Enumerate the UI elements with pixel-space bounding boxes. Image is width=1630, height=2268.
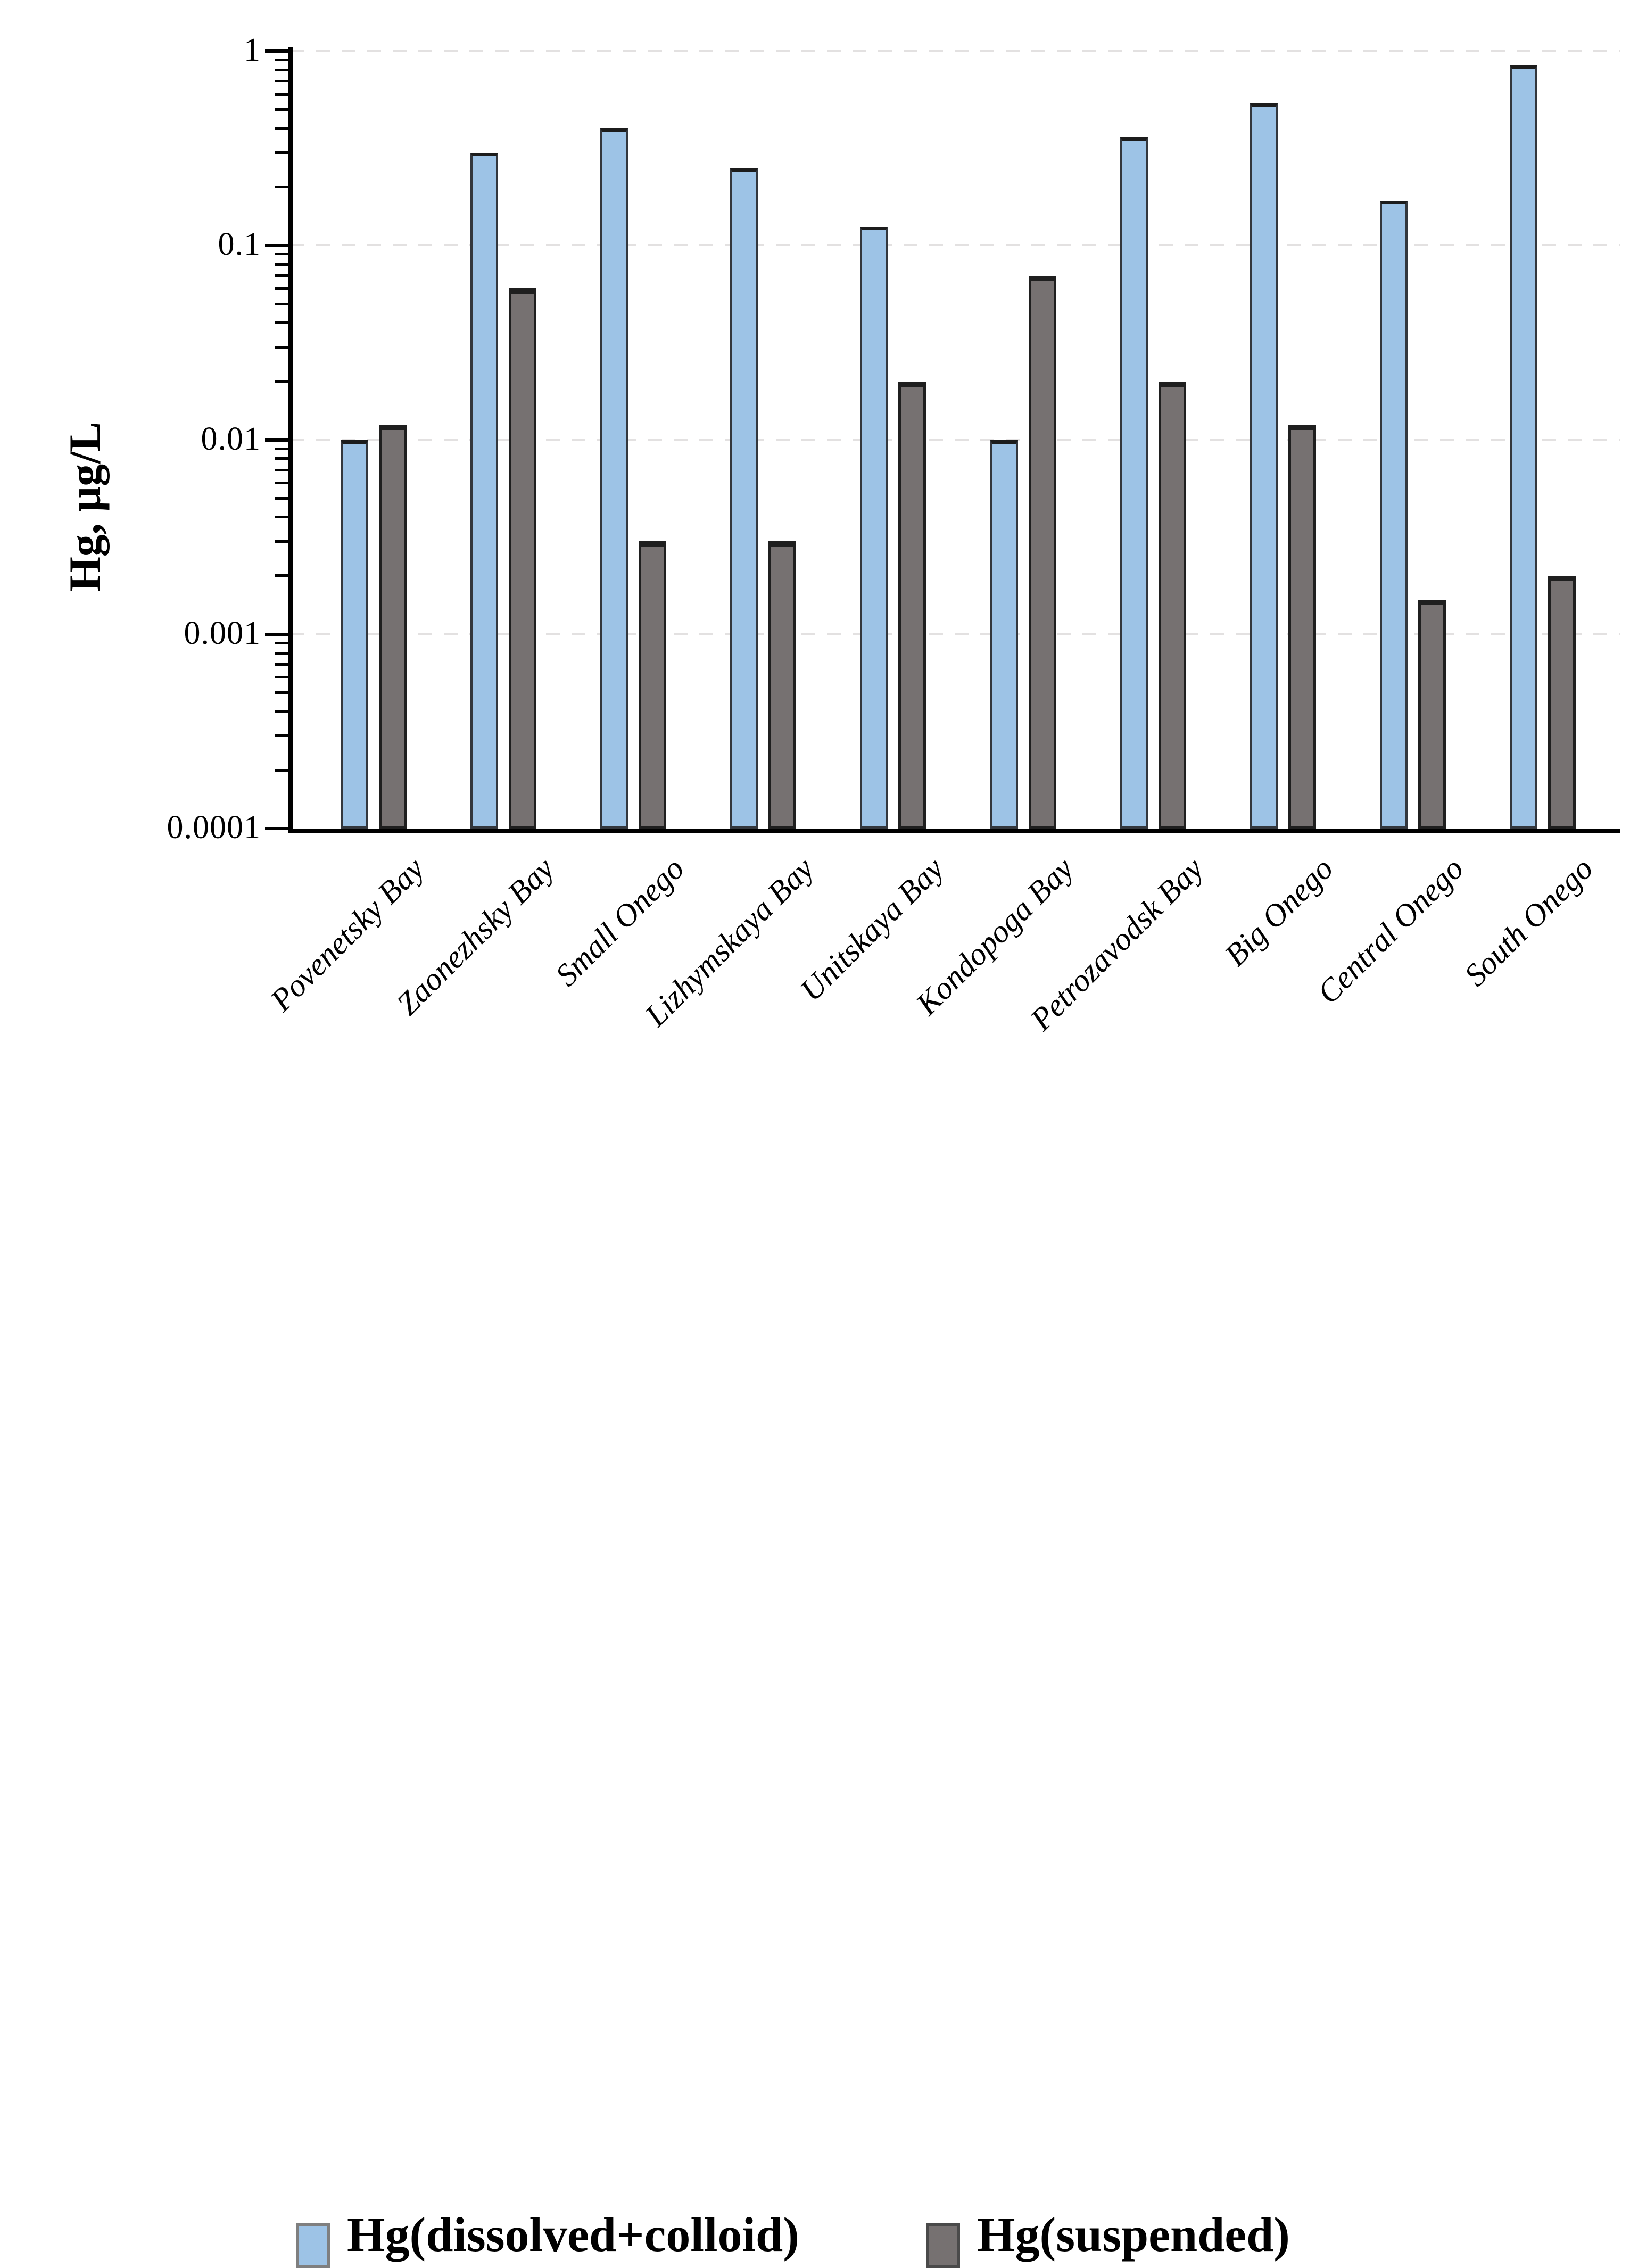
y-minor-tick xyxy=(275,108,291,111)
y-axis-line xyxy=(288,47,293,832)
y-tick-label: 0.1 xyxy=(218,226,261,263)
y-minor-tick xyxy=(275,345,291,349)
bar-hg-suspended-big-onego xyxy=(1288,424,1316,829)
x-axis-line xyxy=(288,829,1620,833)
x-category-label: Small Onego xyxy=(548,850,691,993)
bar-hg-suspended-small-onego xyxy=(639,541,667,829)
y-minor-tick xyxy=(275,663,291,666)
bar-hg-dissolved-colloid-south-onego xyxy=(1509,64,1537,829)
y-minor-tick xyxy=(275,540,291,543)
bar-hg-suspended-lizhymskaya-bay xyxy=(768,541,797,829)
y-gridline xyxy=(291,438,1620,441)
y-minor-tick xyxy=(275,263,291,266)
y-minor-tick xyxy=(275,457,291,460)
bar-hg-suspended-zaonezhsky-bay xyxy=(509,288,537,829)
y-tick-label: 1 xyxy=(244,32,261,69)
x-category-label: Big Onego xyxy=(1218,850,1341,973)
y-minor-tick xyxy=(275,185,291,188)
y-minor-tick xyxy=(275,287,291,290)
bar-hg-dissolved-colloid-povenetsky-bay xyxy=(341,440,368,829)
y-minor-tick xyxy=(275,768,291,772)
bar-hg-dissolved-colloid-big-onego xyxy=(1250,103,1278,829)
y-minor-tick xyxy=(275,676,291,679)
bar-hg-suspended-kondopoga-bay xyxy=(1028,275,1056,829)
y-gridline xyxy=(291,633,1620,635)
legend-swatch-hg-suspended xyxy=(926,2223,960,2268)
bar-hg-suspended-unitskaya-bay xyxy=(898,381,926,829)
bar-hg-dissolved-colloid-lizhymskaya-bay xyxy=(730,168,758,829)
bar-hg-dissolved-colloid-small-onego xyxy=(600,128,628,829)
y-minor-tick xyxy=(275,321,291,325)
y-minor-tick xyxy=(275,734,291,738)
y-minor-tick xyxy=(275,68,291,71)
y-minor-tick xyxy=(275,447,291,450)
y-major-tick xyxy=(265,632,291,636)
y-minor-tick xyxy=(275,302,291,305)
y-minor-tick xyxy=(275,468,291,471)
legend-label-hg-dissolved-colloid: Hg(dissolved+colloid) xyxy=(347,2207,799,2262)
y-minor-tick xyxy=(275,710,291,713)
y-tick-label: 0.0001 xyxy=(167,809,261,846)
y-minor-tick xyxy=(275,641,291,644)
bar-hg-suspended-central-onego xyxy=(1418,600,1446,829)
bar-hg-dissolved-colloid-kondopoga-bay xyxy=(990,440,1018,829)
y-minor-tick xyxy=(275,127,291,130)
bar-hg-dissolved-colloid-petrozavodsk-bay xyxy=(1120,137,1148,829)
y-gridline xyxy=(291,50,1620,52)
bar-hg-suspended-petrozavodsk-bay xyxy=(1158,381,1186,829)
bar-hg-suspended-povenetsky-bay xyxy=(379,424,407,829)
legend: Hg(dissolved+colloid) Hg(suspended) xyxy=(0,1096,1630,2268)
y-tick-label: 0.01 xyxy=(201,420,261,457)
bar-hg-suspended-south-onego xyxy=(1548,575,1576,829)
y-major-tick xyxy=(265,244,291,247)
y-major-tick xyxy=(265,827,291,830)
y-minor-tick xyxy=(275,482,291,485)
y-major-tick xyxy=(265,49,291,53)
y-minor-tick xyxy=(275,253,291,256)
bar-hg-dissolved-colloid-unitskaya-bay xyxy=(860,226,888,829)
bar-hg-dissolved-colloid-central-onego xyxy=(1379,201,1408,829)
y-minor-tick xyxy=(275,274,291,277)
x-category-label: South Onego xyxy=(1458,850,1600,993)
y-minor-tick xyxy=(275,574,291,577)
y-minor-tick xyxy=(275,516,291,519)
y-minor-tick xyxy=(275,651,291,655)
y-minor-tick xyxy=(275,691,291,694)
y-tick-label: 0.001 xyxy=(184,615,261,651)
y-minor-tick xyxy=(275,80,291,83)
y-gridline xyxy=(291,244,1620,247)
y-minor-tick xyxy=(275,151,291,154)
y-minor-tick xyxy=(275,93,291,96)
y-minor-tick xyxy=(275,496,291,500)
legend-label-hg-suspended: Hg(suspended) xyxy=(977,2207,1290,2262)
y-minor-tick xyxy=(275,380,291,383)
y-major-tick xyxy=(265,438,291,442)
legend-swatch-hg-dissolved-colloid xyxy=(296,2223,330,2268)
y-minor-tick xyxy=(275,59,291,62)
bar-hg-dissolved-colloid-zaonezhsky-bay xyxy=(470,152,499,829)
